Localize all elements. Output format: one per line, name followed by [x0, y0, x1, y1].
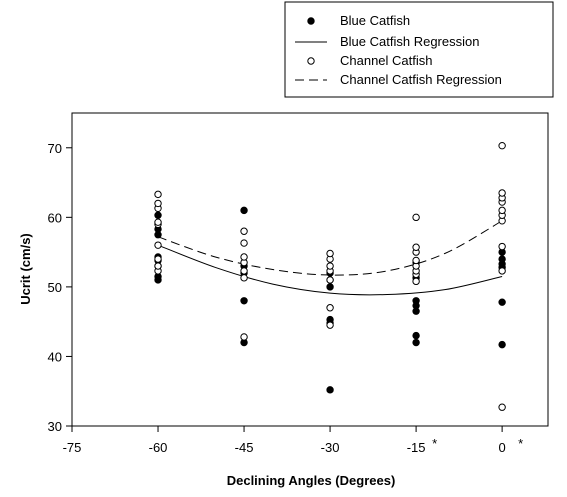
annotations: * * — [432, 436, 523, 451]
x-tick-label: -60 — [149, 440, 168, 455]
blue-catfish-point — [412, 331, 420, 340]
x-tick-label: -45 — [235, 440, 254, 455]
channel-catfish-point — [240, 253, 248, 261]
blue-catfish-point — [326, 283, 334, 291]
blue-catfish-point — [498, 255, 506, 263]
channel-catfish-point — [154, 190, 162, 199]
y-tick-label: 70 — [48, 141, 62, 156]
x-axis: -75 -60 -45 -30 -15 0 — [63, 426, 506, 455]
channel-catfish-regression-line — [157, 220, 503, 276]
channel-catfish-point — [412, 213, 420, 222]
channel-catfish-point — [240, 274, 248, 282]
regression-lines — [157, 220, 503, 296]
x-axis-label: Declining Angles (Degrees) — [227, 473, 396, 488]
channel-catfish-point — [498, 267, 506, 275]
legend-marker-filled-circle — [307, 17, 315, 25]
channel-catfish-point — [240, 333, 248, 341]
channel-catfish-point — [326, 304, 334, 312]
channel-catfish-point — [326, 249, 334, 258]
legend-entry-channel-catfish-regression: Channel Catfish Regression — [295, 72, 502, 87]
channel-catfish-point — [154, 199, 162, 208]
legend-entry-channel-catfish: Channel Catfish — [307, 53, 433, 68]
channel-catfish-point — [326, 262, 334, 270]
channel-catfish-point — [498, 242, 506, 251]
channel-catfish-point — [412, 256, 420, 265]
channel-catfish-point — [326, 321, 334, 329]
channel-catfish-point — [326, 276, 334, 284]
channel-catfish-point — [498, 141, 506, 150]
y-tick-label: 60 — [48, 210, 62, 225]
channel-catfish-point — [498, 206, 506, 215]
blue-catfish-point — [326, 386, 334, 394]
legend-label: Blue Catfish Regression — [340, 34, 479, 49]
y-tick-label: 50 — [48, 280, 62, 295]
x-tick-label: 0 — [499, 440, 506, 455]
legend-label: Channel Catfish — [340, 53, 433, 68]
blue-catfish-point — [240, 206, 248, 215]
blue-catfish-point — [240, 297, 248, 305]
data-points — [154, 141, 506, 411]
legend-box — [284, 1, 554, 98]
legend-entry-blue-catfish: Blue Catfish — [307, 13, 410, 28]
blue-catfish-point — [498, 340, 506, 349]
x-tick-label: -30 — [321, 440, 340, 455]
channel-catfish-point — [412, 277, 420, 286]
channel-catfish-point — [240, 239, 248, 247]
blue-catfish-point — [412, 338, 420, 347]
blue-catfish-point — [154, 211, 162, 219]
significance-asterisk: * — [518, 436, 523, 451]
plot-area — [71, 112, 549, 427]
legend-marker-open-circle — [307, 57, 315, 65]
channel-catfish-point — [240, 227, 248, 235]
legend-entry-blue-catfish-regression: Blue Catfish Regression — [295, 34, 479, 49]
channel-catfish-point — [154, 218, 162, 226]
blue-catfish-point — [412, 297, 420, 305]
y-tick-label: 40 — [48, 349, 62, 364]
legend: Blue Catfish Blue Catfish Regression Cha… — [284, 1, 554, 98]
x-tick-label: -75 — [63, 440, 82, 455]
channel-catfish-point — [154, 262, 162, 270]
y-axis-label: Ucrit (cm/s) — [18, 233, 33, 305]
blue-catfish-regression-line — [157, 244, 503, 296]
channel-catfish-point — [498, 189, 506, 197]
y-axis: 30 40 50 60 70 — [48, 141, 72, 434]
x-tick-label: -15 — [407, 440, 426, 455]
legend-label: Blue Catfish — [340, 13, 410, 28]
significance-asterisk: * — [432, 436, 437, 451]
channel-catfish-point — [240, 267, 248, 275]
channel-catfish-point — [498, 403, 506, 411]
channel-catfish-point — [154, 241, 162, 249]
channel-catfish-point — [412, 243, 420, 251]
channel-catfish-point — [154, 255, 162, 263]
y-tick-label: 30 — [48, 419, 62, 434]
blue-catfish-point — [498, 298, 506, 306]
legend-label: Channel Catfish Regression — [340, 72, 502, 87]
